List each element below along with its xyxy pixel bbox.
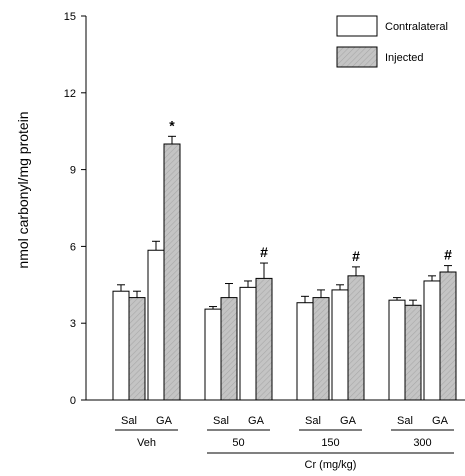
x-tick-label: Sal: [397, 415, 413, 427]
group-label: Veh: [137, 437, 156, 449]
bar-injected: [439, 271, 457, 401]
legend-swatch: [336, 46, 378, 68]
bar-injected: [163, 143, 181, 401]
bar-contralateral: [112, 290, 130, 401]
x-tick-label: GA: [340, 415, 357, 427]
bar-contralateral: [204, 308, 222, 401]
group-label: 50: [232, 437, 244, 449]
legend-label: Contralateral: [385, 21, 448, 33]
significance-mark: *: [169, 117, 175, 133]
group-label: 150: [321, 437, 339, 449]
y-tick-label: 12: [64, 88, 76, 100]
x-tick-label: GA: [432, 415, 449, 427]
supergroup-label: Cr (mg/kg): [305, 459, 357, 471]
significance-mark: #: [260, 244, 268, 260]
x-tick-label: Sal: [305, 415, 321, 427]
bar-injected: [128, 297, 146, 401]
bar-contralateral: [296, 302, 314, 401]
bar-contralateral: [147, 249, 165, 401]
bar-injected: [255, 277, 273, 401]
bar-injected: [312, 297, 330, 401]
significance-mark: #: [352, 248, 360, 264]
y-axis-label: nmol carbonyl/mg protein: [15, 111, 31, 268]
y-tick-label: 15: [64, 11, 76, 23]
significance-mark: #: [444, 247, 452, 263]
y-tick-label: 9: [70, 165, 76, 177]
y-tick-label: 6: [70, 241, 76, 253]
x-tick-label: GA: [248, 415, 265, 427]
x-tick-label: GA: [156, 415, 173, 427]
group-label: 300: [413, 437, 431, 449]
bar-contralateral: [331, 289, 349, 401]
bar-contralateral: [239, 286, 257, 401]
legend-label: Injected: [385, 52, 424, 64]
y-tick-label: 0: [70, 395, 76, 407]
bar-contralateral: [423, 280, 441, 401]
bar-contralateral: [388, 299, 406, 401]
legend-swatch: [336, 15, 378, 37]
x-tick-label: Sal: [213, 415, 229, 427]
bar-injected: [347, 275, 365, 401]
bar-injected: [404, 304, 422, 401]
bar-injected: [220, 297, 238, 401]
x-tick-label: Sal: [121, 415, 137, 427]
y-tick-label: 3: [70, 318, 76, 330]
